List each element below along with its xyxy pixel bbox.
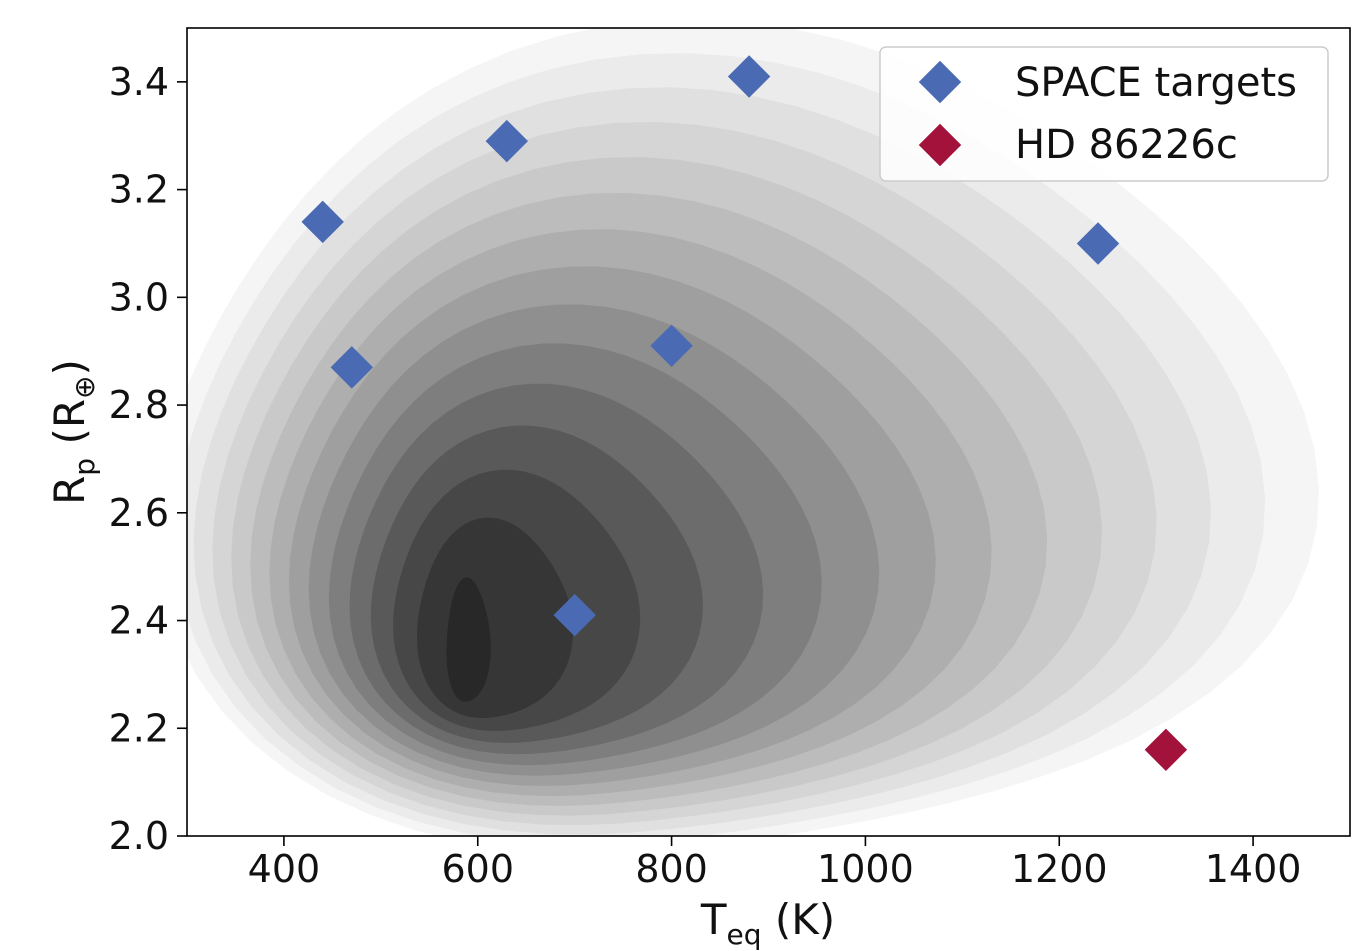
x-axis-label-rest: (K) — [761, 895, 835, 944]
hd86226c-marker — [1144, 728, 1188, 772]
y-axis-label-main: R — [45, 476, 94, 505]
space-target-marker — [330, 346, 374, 389]
legend-label-space-targets: SPACE targets — [1015, 60, 1297, 106]
x-tick-label: 1200 — [1011, 847, 1108, 891]
density-contours — [187, 28, 1319, 836]
y-axis-label: Rp (R⊕) — [45, 359, 101, 505]
y-tick-label: 2.2 — [109, 706, 169, 750]
y-tick-label: 3.4 — [109, 60, 169, 104]
x-tick-label: 1000 — [817, 847, 914, 891]
y-axis-label-close: ) — [45, 359, 94, 375]
y-axis-label-sub: p — [68, 458, 101, 476]
y-axis-label-earth-symbol: ⊕ — [68, 376, 101, 399]
space-target-marker — [301, 200, 344, 244]
y-axis-label-rest: (R — [45, 399, 94, 458]
x-axis-label-sub: eq — [726, 918, 761, 951]
y-tick-label: 2.8 — [109, 383, 169, 427]
x-tick-label: 800 — [635, 847, 708, 891]
plot-frame — [186, 27, 1351, 837]
y-tick-label: 2.0 — [109, 814, 169, 858]
y-tick-label: 3.0 — [109, 275, 169, 319]
legend: SPACE targets HD 86226c — [879, 46, 1329, 182]
x-axis-label: Teq (K) — [700, 895, 835, 951]
legend-label-hd86226c: HD 86226c — [1015, 122, 1238, 168]
x-tick-label: 400 — [248, 847, 321, 891]
density-level — [446, 577, 491, 702]
x-tick-label: 600 — [441, 847, 514, 891]
y-tick-label: 3.2 — [109, 168, 169, 212]
legend-box — [879, 46, 1329, 182]
space-target-marker — [1076, 222, 1120, 265]
y-tick-label: 2.4 — [109, 599, 169, 643]
y-tick-label: 2.6 — [109, 491, 169, 535]
x-tick-label: 1400 — [1205, 847, 1302, 891]
axis-ticks: 400 600 800 1000 1200 1400 2.0 2.2 2.4 2.6 2.8 3.0 3… — [109, 60, 1302, 891]
x-axis-label-main: T — [700, 895, 727, 944]
